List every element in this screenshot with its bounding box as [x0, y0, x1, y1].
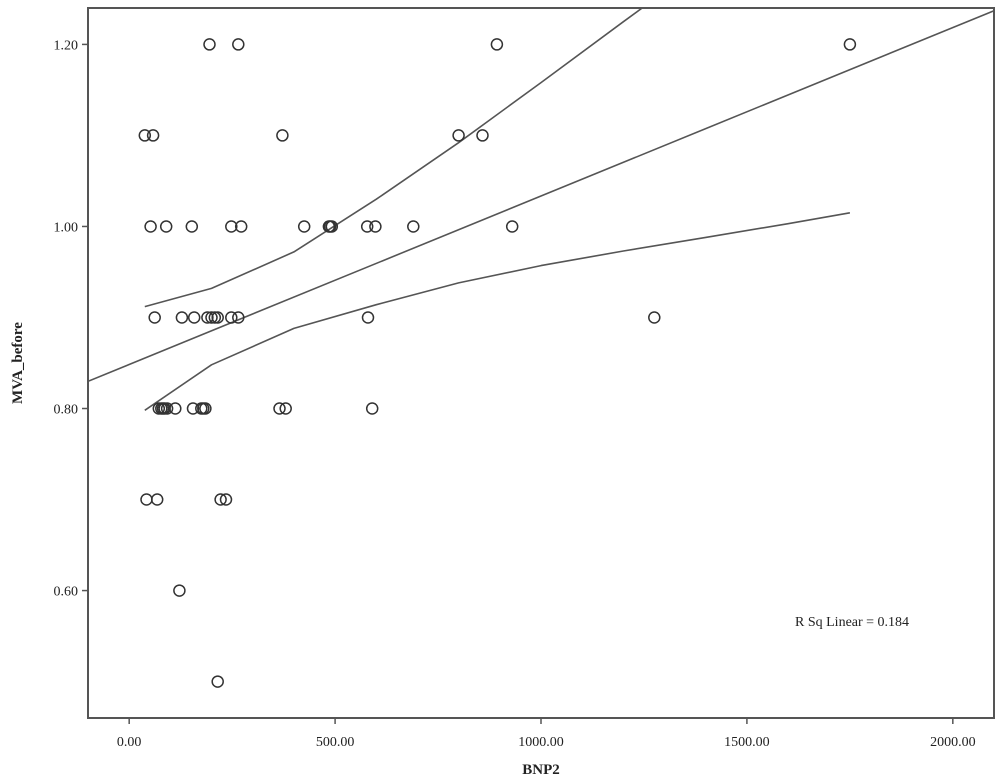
data-point — [173, 584, 186, 597]
data-point — [365, 402, 379, 415]
data-point — [225, 311, 238, 324]
lower-confidence-line — [144, 212, 851, 411]
data-point — [214, 493, 227, 506]
data-point — [187, 311, 201, 324]
data-point — [211, 311, 224, 324]
data-point — [476, 129, 489, 142]
data-point — [843, 38, 857, 51]
y-axis-title: MVA_before — [10, 322, 26, 404]
data-point — [505, 220, 519, 233]
data-point — [276, 129, 289, 142]
data-point — [297, 220, 311, 233]
y-tick-label: 0.60 — [54, 585, 79, 600]
scatter-points — [138, 38, 857, 688]
x-axis-title: BNP2 — [522, 762, 560, 778]
data-point — [232, 38, 245, 51]
data-point — [279, 402, 292, 415]
data-point — [325, 220, 339, 233]
x-tick-label: 1000.00 — [518, 735, 564, 750]
x-axis: 0.00 500.00 1000.00 1500.00 2000.00 — [117, 718, 976, 750]
data-point — [211, 675, 224, 688]
data-point — [159, 220, 173, 233]
data-point — [360, 220, 374, 233]
data-point — [138, 129, 152, 142]
x-tick-label: 1500.00 — [724, 735, 770, 750]
plot-frame — [87, 7, 995, 719]
data-point — [199, 402, 212, 415]
x-tick-label: 500.00 — [316, 735, 355, 750]
y-tick-label: 1.20 — [54, 38, 79, 53]
data-point — [490, 38, 504, 51]
y-axis: 0.60 0.80 1.00 1.20 — [54, 38, 88, 600]
x-tick-label: 2000.00 — [930, 735, 976, 750]
data-point — [150, 493, 164, 506]
data-point — [203, 38, 216, 51]
data-point — [185, 220, 199, 233]
data-point — [148, 311, 161, 324]
data-point — [273, 402, 286, 415]
data-point — [225, 220, 238, 233]
y-tick-label: 0.80 — [54, 403, 79, 418]
upper-confidence-line — [144, 8, 644, 308]
data-point — [144, 220, 157, 233]
plot-area — [87, 7, 995, 719]
data-point — [648, 311, 661, 324]
y-tick-label: 1.00 — [54, 220, 79, 235]
data-point — [407, 220, 420, 233]
data-point — [369, 220, 382, 233]
data-point — [452, 129, 465, 142]
data-point — [160, 402, 174, 415]
r-squared-annotation: R Sq Linear = 0.184 — [795, 615, 909, 630]
data-point — [175, 311, 189, 324]
data-point — [361, 311, 375, 324]
data-point — [232, 311, 245, 324]
data-point — [219, 493, 233, 506]
data-point — [146, 129, 160, 142]
data-point — [169, 402, 182, 415]
data-point — [234, 220, 248, 233]
data-point — [205, 311, 218, 324]
x-tick-label: 0.00 — [117, 735, 142, 750]
